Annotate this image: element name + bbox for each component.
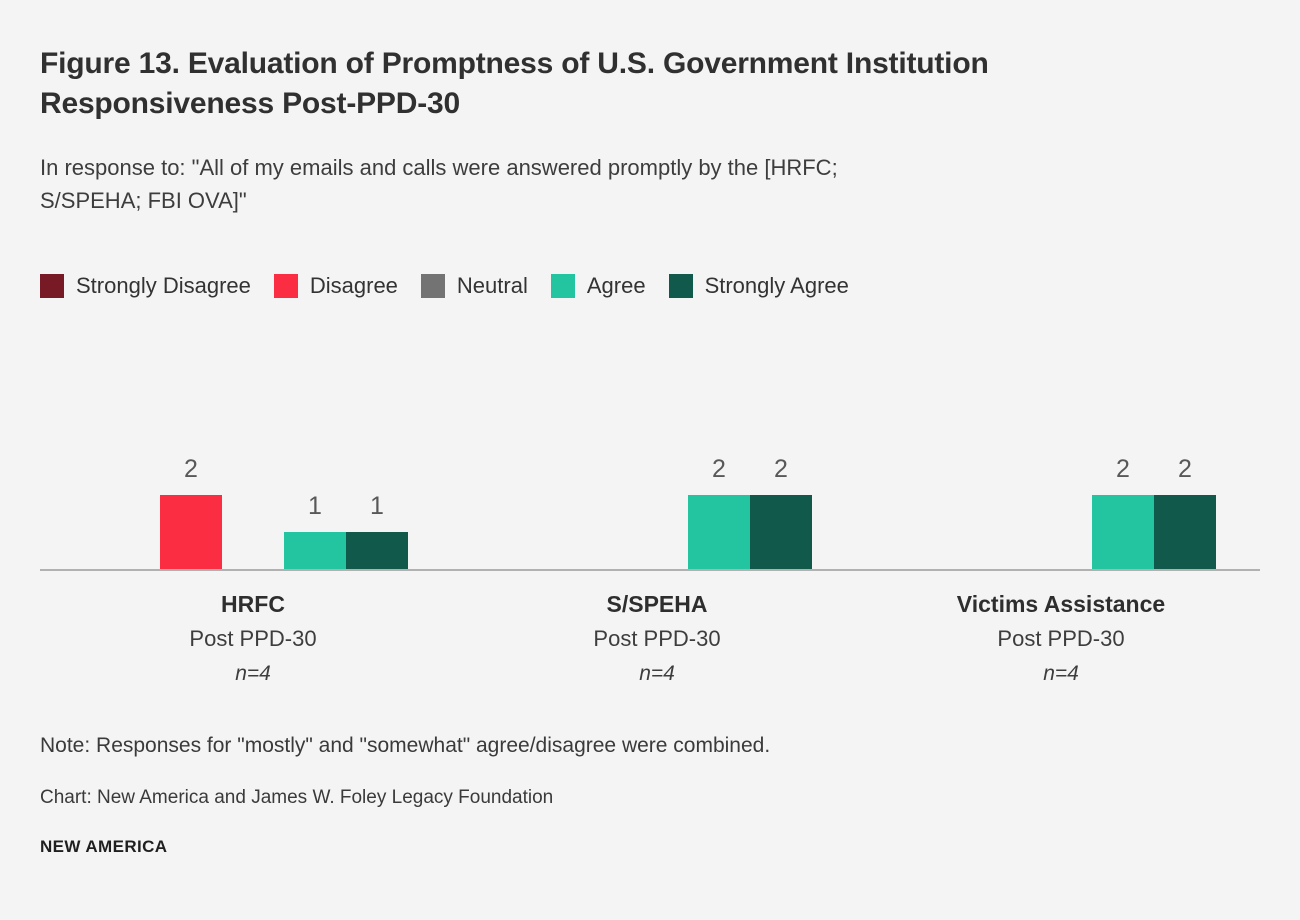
legend: Strongly Disagree Disagree Neutral Agree Str…	[40, 273, 1260, 299]
bar-slot-strongly-disagree	[502, 429, 564, 569]
bar-slot-agree: 2	[688, 429, 750, 569]
legend-label-strongly-disagree: Strongly Disagree	[76, 273, 251, 298]
legend-swatch-strongly-disagree	[40, 274, 64, 298]
bar-slot-agree: 1	[284, 429, 346, 569]
bar-agree	[688, 495, 750, 569]
note-text: Note: Responses for "mostly" and "somewh…	[40, 734, 771, 757]
legend-item-strongly-disagree: Strongly Disagree	[40, 273, 251, 299]
bar-slot-strongly-disagree	[906, 429, 968, 569]
bar-slot-neutral	[1030, 429, 1092, 569]
legend-item-agree: Agree	[550, 273, 646, 299]
bar-strongly-agree	[346, 532, 408, 569]
legend-label-neutral: Neutral	[456, 273, 528, 298]
bar-slot-disagree	[564, 429, 626, 569]
bar-agree	[1092, 495, 1154, 569]
legend-label-disagree: Disagree	[309, 273, 398, 298]
bar-slot-neutral	[626, 429, 688, 569]
group-sample-size: n=4	[235, 662, 271, 685]
group-name: S/SPEHA	[606, 591, 708, 617]
legend-swatch-strongly-agree	[668, 274, 693, 298]
bar-disagree	[160, 495, 222, 569]
figure-title: Figure 13. Evaluation of Promptness of U…	[40, 47, 989, 120]
bar-slot-disagree	[968, 429, 1030, 569]
bar-value-label: 1	[308, 492, 322, 520]
legend-swatch-disagree	[273, 274, 298, 298]
group-label-victims-assistance: Victims Assistance Post PPD-30 n=4	[906, 591, 1216, 685]
bar-value-label: 2	[712, 455, 726, 483]
bar-group-hrfc: 2 1 1	[98, 429, 408, 569]
legend-item-disagree: Disagree	[273, 273, 398, 299]
credit-text: Chart: New America and James W. Foley Le…	[40, 787, 554, 809]
bar-value-label: 2	[774, 455, 788, 483]
bar-value-label: 2	[1178, 455, 1192, 483]
bar-value-label: 2	[184, 455, 198, 483]
bar-strongly-agree	[750, 495, 812, 569]
group-sample-size: n=4	[1043, 662, 1079, 685]
bar-strongly-agree	[1154, 495, 1216, 569]
new-america-logo: NEW AMERICA	[40, 836, 168, 856]
group-sublabel: Post PPD-30	[593, 626, 721, 651]
bar-slot-strongly-agree: 2	[1154, 429, 1216, 569]
legend-label-strongly-agree: Strongly Agree	[704, 273, 849, 298]
legend-label-agree: Agree	[586, 273, 646, 298]
bar-value-label: 1	[370, 492, 384, 520]
bar-chart: 2 1 1 HRFC Post PPD-30 n=4 2 2 S/SPEHA Post PPD-3…	[40, 429, 1260, 701]
group-label-s-speha: S/SPEHA Post PPD-30 n=4	[502, 591, 812, 685]
group-sublabel: Post PPD-30	[997, 626, 1125, 651]
figure-card: Figure 13. Evaluation of Promptness of U…	[40, 47, 1260, 856]
figure-subtitle: In response to: "All of my emails and ca…	[40, 155, 838, 213]
bar-slot-strongly-agree: 2	[750, 429, 812, 569]
bar-slot-disagree: 2	[160, 429, 222, 569]
bar-slot-strongly-agree: 1	[346, 429, 408, 569]
group-name: HRFC	[221, 591, 285, 617]
bar-agree	[284, 532, 346, 569]
bar-value-label: 2	[1116, 455, 1130, 483]
legend-item-neutral: Neutral	[420, 273, 528, 299]
group-name: Victims Assistance	[956, 591, 1166, 617]
legend-swatch-neutral	[420, 274, 445, 298]
group-label-hrfc: HRFC Post PPD-30 n=4	[98, 591, 408, 685]
group-sample-size: n=4	[639, 662, 675, 685]
x-axis-line	[40, 569, 1260, 571]
legend-swatch-agree	[550, 274, 575, 298]
bar-slot-neutral	[222, 429, 284, 569]
legend-item-strongly-agree: Strongly Agree	[668, 273, 849, 299]
bar-slot-strongly-disagree	[98, 429, 160, 569]
group-sublabel: Post PPD-30	[189, 626, 317, 651]
bar-slot-agree: 2	[1092, 429, 1154, 569]
